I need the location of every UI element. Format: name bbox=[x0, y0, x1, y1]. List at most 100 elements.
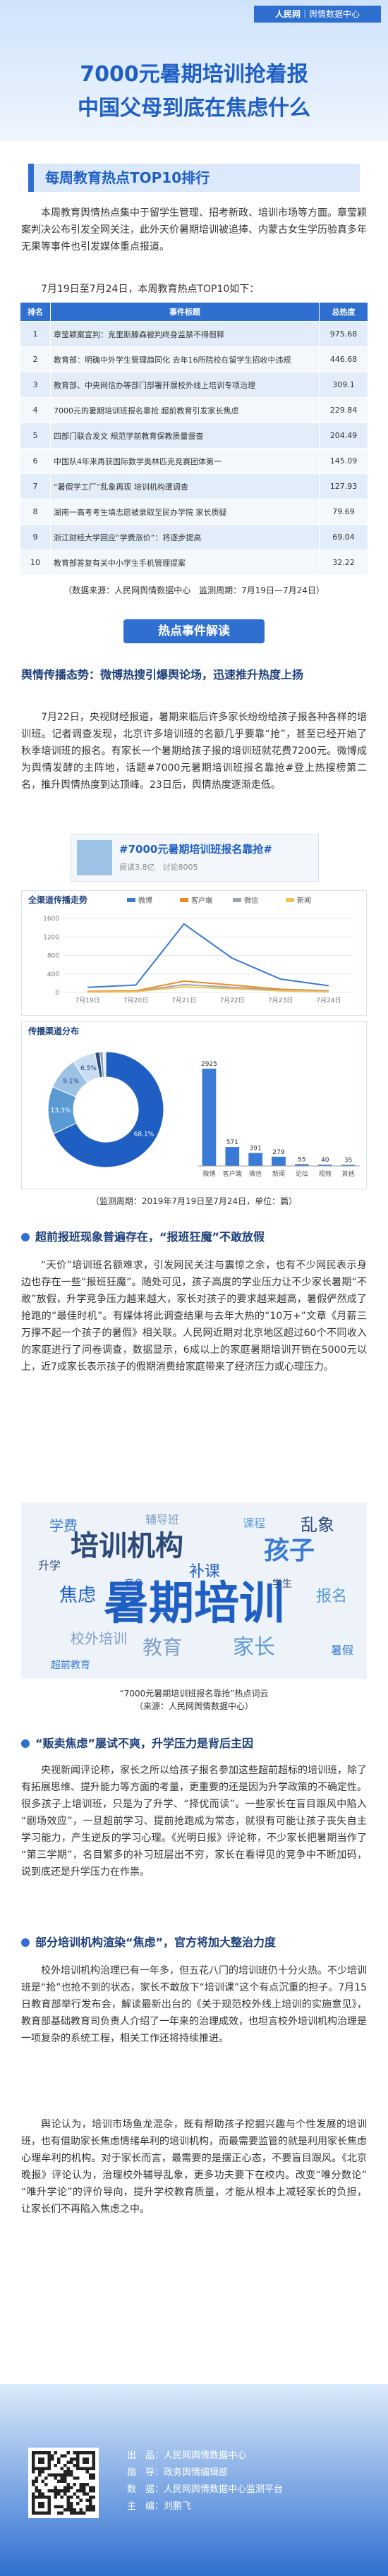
table-cell: 9 bbox=[20, 524, 51, 550]
credits: 出 品：人民网舆情数据中心指 导：政务舆情编辑部数 据：人民网舆情数据中心监测平… bbox=[127, 2448, 367, 2515]
credit-line: 主 编：刘鹏飞 bbox=[127, 2501, 192, 2512]
table-cell: 32.22 bbox=[319, 549, 368, 576]
bar bbox=[295, 1164, 309, 1166]
qr-cell bbox=[32, 2451, 35, 2455]
qr-cell bbox=[79, 2467, 83, 2470]
qr-cell bbox=[32, 2460, 35, 2464]
y-tick-label: 0 bbox=[55, 990, 59, 997]
qr-cell bbox=[47, 2451, 51, 2455]
qr-cell bbox=[38, 2511, 42, 2515]
table-cell: 教育部答复有关中小学生手机管理提案 bbox=[50, 549, 320, 576]
qr-cell bbox=[47, 2467, 51, 2470]
qr-cell bbox=[76, 2460, 80, 2464]
qr-cell bbox=[70, 2502, 73, 2505]
caption: “7000元暑期培训班报名靠抢”热点词云 bbox=[119, 1689, 269, 1699]
weibo-card: #7000元暑期培训班报名靠抢# 阅读3.8亿 讨论8005 bbox=[71, 834, 319, 882]
bar bbox=[202, 1069, 217, 1166]
qr-cell bbox=[57, 2489, 61, 2493]
qr-cell bbox=[54, 2451, 57, 2455]
qr-cell bbox=[66, 2470, 70, 2474]
qr-cell bbox=[73, 2483, 76, 2486]
qr-cell bbox=[66, 2451, 70, 2455]
bar bbox=[317, 1165, 332, 1166]
qr-cell bbox=[79, 2498, 83, 2502]
qr-cell bbox=[32, 2496, 35, 2499]
cloud-word: 孩子 bbox=[264, 1536, 315, 1565]
qr-cell bbox=[35, 2511, 38, 2515]
legend-swatch bbox=[233, 898, 241, 902]
qr-cell bbox=[66, 2489, 70, 2493]
column-header: 事件标题 bbox=[50, 302, 320, 322]
qr-cell bbox=[57, 2492, 61, 2496]
qr-cell bbox=[32, 2467, 35, 2470]
qr-cell bbox=[66, 2508, 70, 2512]
bar-label: 391 bbox=[250, 1146, 262, 1153]
category-label: 微信 bbox=[249, 1169, 262, 1178]
qr-cell bbox=[70, 2508, 73, 2512]
qr-cell bbox=[44, 2467, 48, 2470]
qr-cell bbox=[92, 2505, 95, 2508]
qr-cell bbox=[85, 2457, 89, 2461]
qr-cell bbox=[73, 2492, 76, 2496]
qr-cell bbox=[47, 2511, 51, 2515]
qr-cell bbox=[57, 2473, 61, 2477]
paragraph: 7月19日至7月24日，本周教育热点TOP10如下： bbox=[41, 284, 260, 295]
qr-cell bbox=[57, 2479, 61, 2483]
qr-cell bbox=[89, 2502, 92, 2505]
qr-cell bbox=[85, 2483, 89, 2486]
trend-chart: 全渠道传播走势 0 400 800 1200 1600 7月19日 7月20日 7月21日 7月2… bbox=[21, 890, 367, 1016]
qr-cell bbox=[63, 2479, 67, 2483]
table-cell: 10 bbox=[20, 549, 51, 576]
table-cell: “暑假学工厂”乱象再现 培训机构遭调查 bbox=[50, 473, 320, 499]
qr-cell bbox=[47, 2498, 51, 2502]
table-row: 5 四部门联合发文 规范学前教育保教质量督查 204.49 bbox=[20, 423, 368, 449]
qr-cell bbox=[47, 2460, 51, 2464]
series-line bbox=[87, 923, 329, 988]
qr-cell bbox=[32, 2511, 35, 2515]
qr-cell bbox=[41, 2496, 44, 2499]
bar bbox=[225, 1147, 240, 1166]
cloud-word: 培训机构 bbox=[71, 1530, 183, 1562]
qr-cell bbox=[38, 2496, 42, 2499]
caption: （监测周期：2019年7月19日至7月24日，单位：篇） bbox=[90, 1196, 298, 1206]
cloud-word: 乱象 bbox=[301, 1515, 334, 1535]
heading: 超前报班现象普遍存在，“报班狂魔”不敢放假 bbox=[21, 1229, 381, 1246]
qr-cell bbox=[79, 2451, 83, 2455]
chart-title: 全渠道传播走势 bbox=[28, 894, 87, 905]
qr-cell bbox=[32, 2470, 35, 2474]
qr-cell bbox=[32, 2454, 35, 2457]
table-cell: 1 bbox=[20, 321, 51, 347]
qr-cell bbox=[54, 2505, 57, 2508]
qr-cell bbox=[92, 2508, 95, 2512]
bar-label: 279 bbox=[272, 1149, 284, 1156]
qr-cell bbox=[41, 2502, 44, 2505]
qr-cell bbox=[32, 2483, 35, 2486]
cloud-word: 暑假 bbox=[331, 1644, 353, 1657]
table-cell: 7000元的暑期培训班报名靠抢 超前教育引发家长焦虑 bbox=[50, 397, 320, 423]
x-tick-label: 7月23日 bbox=[268, 997, 293, 1004]
paragraph: “天价”培训班名额难求，引发网民关注与震惊之余，也有不少网民表示身边也存在一些“… bbox=[21, 1260, 367, 1373]
legend-swatch bbox=[286, 898, 294, 902]
qr-cell bbox=[92, 2477, 95, 2480]
qr-cell bbox=[85, 2498, 89, 2502]
table-cell: 145.09 bbox=[319, 448, 368, 474]
heading: “贩卖焦虑”屡试不爽，升学压力是背后主因 bbox=[21, 1735, 381, 1752]
qr-cell bbox=[63, 2464, 67, 2467]
qr-cell bbox=[32, 2508, 35, 2512]
table-row: 6 中国队4年来再获国际数学奥林匹克竞赛团体第一 145.09 bbox=[20, 448, 368, 474]
logo: 人民网｜舆情数据中心 bbox=[254, 6, 381, 23]
cloud-word: 家长 bbox=[233, 1635, 275, 1660]
qr-cell bbox=[89, 2489, 92, 2493]
paragraph: 央视新闻评论称，家长之所以给孩子报名参加这些超前超标的培训班，除了有拓展思维、提… bbox=[21, 1765, 367, 1878]
qr-cell bbox=[60, 2505, 63, 2508]
qr-cell bbox=[83, 2451, 86, 2455]
qr-cell bbox=[66, 2473, 70, 2477]
paragraph: 本周教育舆情热点集中于留学生管理、招考新政、培训市场等方面。章莹颖案判决公布引发… bbox=[21, 207, 367, 253]
qr-cell bbox=[38, 2489, 42, 2493]
table-cell: 4 bbox=[20, 397, 51, 423]
column-header: 总热度 bbox=[319, 302, 368, 322]
qr-cell bbox=[32, 2479, 35, 2483]
qr-cell bbox=[47, 2454, 51, 2457]
